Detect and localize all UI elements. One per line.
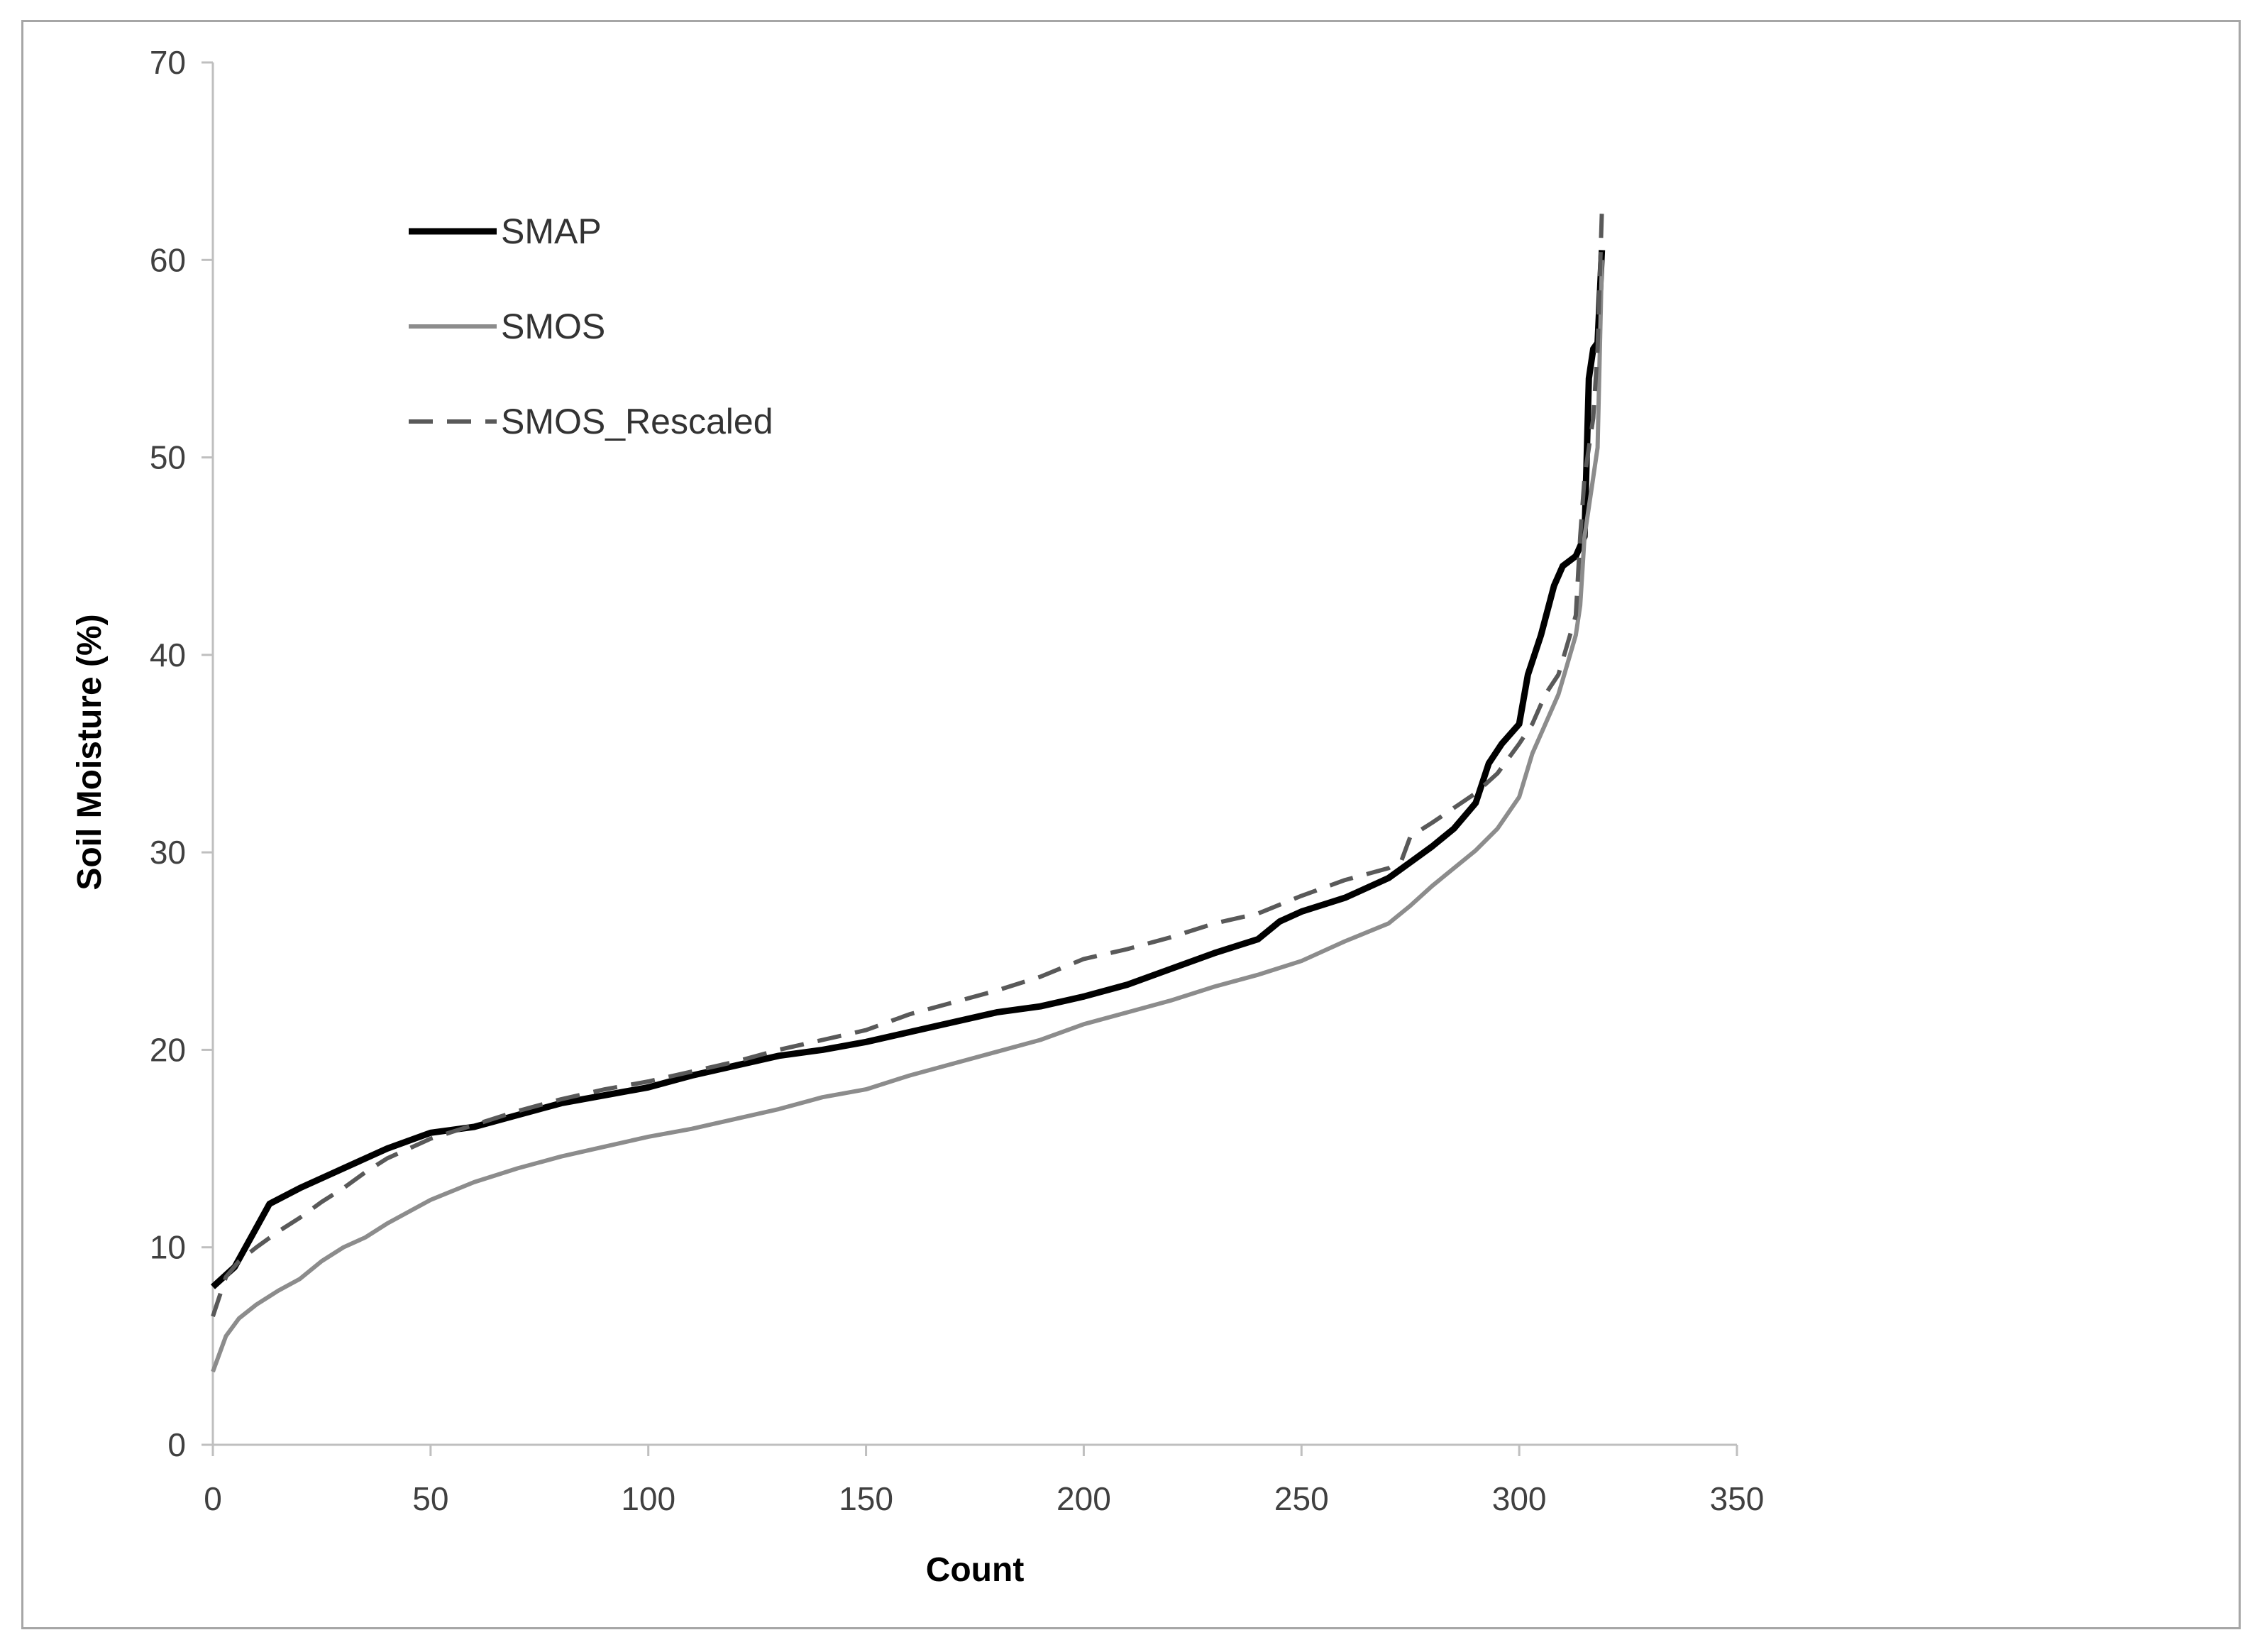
legend: SMAP SMOS SMOS_Rescaled bbox=[409, 211, 773, 441]
y-tick-label: 0 bbox=[167, 1426, 186, 1463]
y-tick-label: 60 bbox=[150, 241, 186, 278]
series-line-smos-rescaled bbox=[211, 210, 1604, 1318]
x-tick-label: 250 bbox=[1274, 1480, 1329, 1517]
y-tick-label: 50 bbox=[150, 439, 186, 476]
legend-label: SMAP bbox=[501, 211, 602, 251]
y-tick-label: 30 bbox=[150, 834, 186, 871]
y-tick-label: 40 bbox=[150, 637, 186, 673]
legend-label: SMOS_Rescaled bbox=[501, 402, 773, 441]
series-layer bbox=[210, 210, 1606, 1373]
x-tick-label: 350 bbox=[1710, 1480, 1765, 1517]
y-axis-title: Soil Moisture (%) bbox=[71, 614, 109, 890]
y-tick-label: 10 bbox=[150, 1229, 186, 1266]
x-tick-label: 100 bbox=[621, 1480, 675, 1517]
x-tick-label: 50 bbox=[412, 1480, 448, 1517]
x-tick-label: 200 bbox=[1056, 1480, 1111, 1517]
x-tick-label: 0 bbox=[204, 1480, 222, 1517]
x-tick-label: 300 bbox=[1492, 1480, 1547, 1517]
series-line-smap bbox=[210, 250, 1606, 1289]
axes: 0 10 20 30 40 50 60 70 0 50 100 150 200 250 300 350 bbox=[150, 44, 1765, 1517]
legend-label: SMOS bbox=[501, 307, 605, 346]
x-axis-title: Count bbox=[926, 1551, 1025, 1589]
y-tick-label: 70 bbox=[150, 44, 186, 81]
series-line-smos bbox=[211, 260, 1604, 1373]
chart-frame bbox=[21, 20, 2241, 1629]
x-tick-label: 150 bbox=[839, 1480, 893, 1517]
y-tick-label: 20 bbox=[150, 1031, 186, 1068]
